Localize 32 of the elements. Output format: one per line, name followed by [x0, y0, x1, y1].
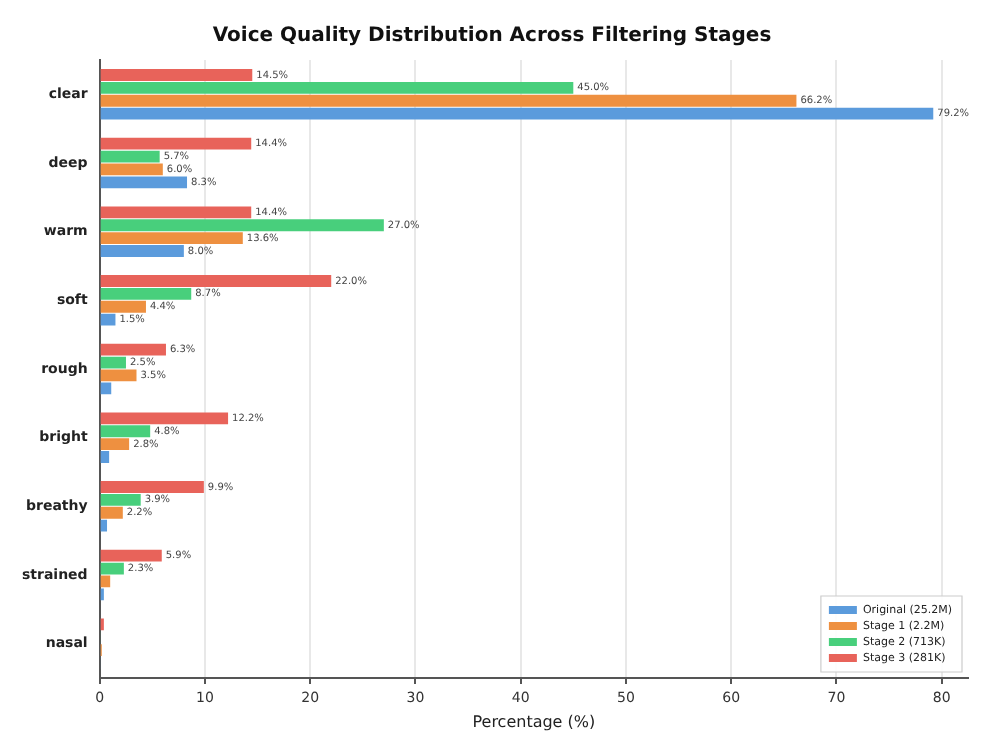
bar [100, 313, 116, 326]
bar [100, 69, 253, 81]
x-axis-title: Percentage (%) [472, 712, 596, 731]
bar [100, 94, 797, 107]
bar [100, 562, 124, 575]
bar [100, 245, 184, 257]
bar [100, 107, 934, 120]
bar [100, 382, 112, 395]
bar [100, 356, 126, 369]
bar [100, 232, 243, 245]
bar [100, 549, 162, 562]
bar [100, 343, 166, 356]
bar [100, 506, 123, 519]
bar [100, 176, 188, 189]
bar [100, 219, 384, 232]
bar [100, 481, 204, 493]
bar [100, 206, 252, 219]
bar [100, 451, 110, 463]
bar [100, 369, 137, 382]
bar [100, 300, 146, 313]
bar [100, 519, 108, 532]
bar [100, 438, 130, 451]
bar [100, 137, 252, 150]
bar [100, 150, 160, 163]
bar [100, 425, 151, 438]
bar [100, 81, 574, 94]
bar [100, 163, 163, 176]
bar [100, 412, 229, 425]
bar [100, 493, 141, 506]
bar [100, 275, 332, 287]
chart-title: Voice Quality Distribution Across Filtering Stages [212, 25, 772, 48]
bar [100, 287, 192, 300]
